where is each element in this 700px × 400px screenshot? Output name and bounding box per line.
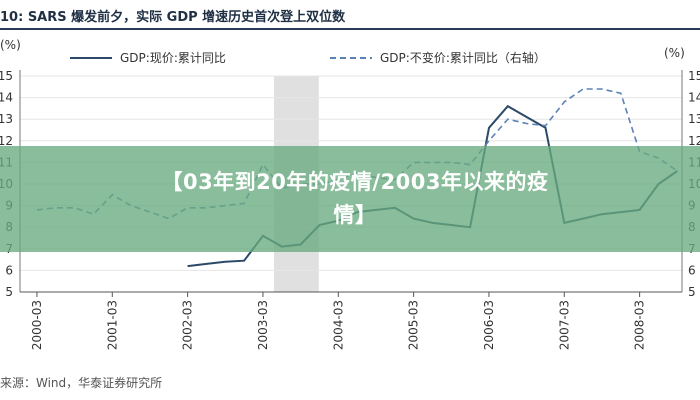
left-tick-label: 14 [0, 91, 13, 105]
x-tick-label: 2000-03 [30, 300, 44, 350]
x-tick-label: 2005-03 [407, 300, 421, 350]
left-tick-label: 15 [0, 69, 13, 83]
right-tick-label: 14 [688, 91, 700, 105]
left-tick-label: 13 [0, 112, 13, 126]
right-tick-label: 5 [688, 285, 696, 299]
title-rule [0, 28, 700, 30]
x-tick-label: 2003-03 [256, 300, 270, 350]
source-note: 来源：Wind，华泰证券研究所 [0, 376, 163, 390]
figure-title: 10: SARS 爆发前夕，实际 GDP 增速历史首次登上双位数 [0, 10, 346, 25]
left-tick-label: 5 [5, 285, 13, 299]
legend-label: GDP:不变价:累计同比（右轴） [380, 50, 546, 65]
x-tick-label: 2007-03 [557, 300, 571, 350]
x-tick-label: 2008-03 [633, 300, 647, 350]
overlay-banner-text: 【03年到20年的疫情/2003年以来的疫情】 [161, 170, 549, 227]
x-tick-label: 2001-03 [105, 300, 119, 350]
left-tick-label: 12 [0, 134, 13, 148]
x-tick-label: 2004-03 [331, 300, 345, 350]
right-tick-label: 13 [688, 112, 700, 126]
left-axis-unit: (%) [0, 38, 21, 52]
right-tick-label: 15 [688, 69, 700, 83]
right-tick-label: 12 [688, 134, 700, 148]
right-tick-label: 6 [688, 263, 696, 277]
legend-label: GDP:现价:累计同比 [120, 51, 226, 65]
x-tick-label: 2006-03 [482, 300, 496, 350]
left-tick-label: 6 [5, 263, 13, 277]
legend-constant-price: GDP:不变价:累计同比（右轴） [330, 50, 546, 65]
legend-current-price: GDP:现价:累计同比 [70, 51, 226, 65]
right-axis-unit: (%) [664, 46, 685, 60]
overlay-banner: 【03年到20年的疫情/2003年以来的疫情】 [0, 146, 700, 252]
x-tick-label: 2002-03 [181, 300, 195, 350]
